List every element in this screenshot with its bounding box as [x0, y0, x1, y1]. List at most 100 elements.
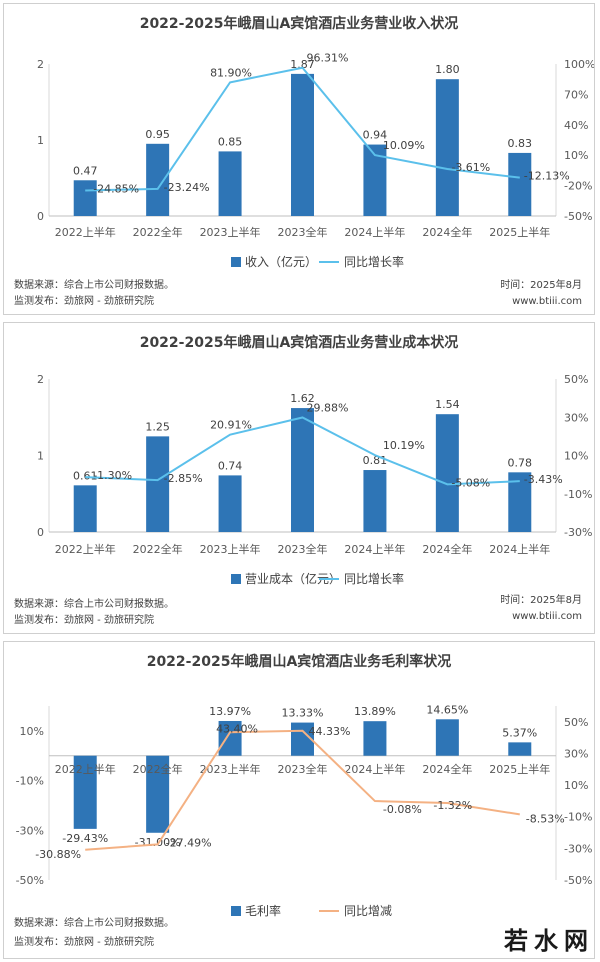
cost-chart-panel: 2022-2025年峨眉山A宾馆酒店业务营业成本状况 0 1 2 -30% -10% 10%… [3, 322, 595, 634]
y-right-tick-label: 30% [564, 747, 588, 760]
y-right-tick-label: -20% [564, 180, 592, 193]
y-left-tick-label: 10% [20, 725, 44, 738]
y-left-tick-label: -50% [16, 874, 44, 887]
line-data-label: -12.13% [524, 170, 570, 183]
legend-line-label: 同比增长率 [344, 254, 404, 269]
bar-data-label: 13.97% [209, 705, 251, 718]
bar [73, 180, 97, 216]
line-data-label: 96.31% [307, 52, 349, 65]
publisher-note: 监测发布：劲旅网 - 劲旅研究院 [14, 935, 154, 948]
bar [218, 720, 242, 756]
chart-title: 2022-2025年峨眉山A宾馆酒店业务毛利率状况 [147, 653, 452, 670]
line-series [85, 729, 520, 851]
chart-title: 2022-2025年峨眉山A宾馆酒店业务营业收入状况 [140, 15, 459, 32]
x-tick-label: 2024上半年 [344, 762, 405, 776]
legend-bar-label: 毛利率 [245, 903, 281, 918]
bar [146, 436, 170, 532]
site-note: www.btiii.com [512, 296, 582, 307]
source-note: 数据来源：综合上市公司财报数据。 [14, 597, 174, 610]
bar-data-label: 14.65% [426, 703, 468, 716]
line-data-label: 43.40% [216, 722, 258, 735]
bar [508, 152, 532, 216]
bar [363, 470, 387, 532]
bar-data-label: 13.89% [354, 705, 396, 718]
publisher-note: 监测发布：劲旅网 - 劲旅研究院 [14, 294, 154, 307]
source-note: 数据来源：综合上市公司财报数据。 [14, 916, 174, 929]
x-tick-label: 2023上半年 [200, 542, 261, 556]
bar [435, 719, 459, 756]
legend-bar-label: 收入（亿元） [245, 254, 317, 269]
legend-line-label: 同比增减 [344, 904, 392, 918]
line-data-label: -5.08% [451, 476, 490, 489]
x-tick-label: 2022全年 [133, 762, 183, 776]
line-data-label: 10.09% [383, 139, 425, 152]
bar [146, 755, 170, 833]
line-data-label: 29.88% [307, 401, 349, 414]
site-note: www.btiii.com [512, 611, 582, 622]
y-left-tick-label: 2 [37, 373, 44, 386]
x-tick-label: 2022上半年 [55, 542, 116, 556]
x-tick-label: 2022上半年 [55, 762, 116, 776]
x-tick-label: 2024上半年 [344, 542, 405, 556]
legend-bar-swatch [231, 574, 241, 584]
legend-bar-swatch [231, 257, 241, 267]
line-data-label: 81.90% [210, 66, 252, 79]
line-data-label: 10.19% [383, 439, 425, 452]
bar-data-label: 0.83 [508, 137, 533, 150]
y-left-tick-label: 0 [37, 210, 44, 223]
y-right-tick-label: 50% [564, 716, 588, 729]
bar-data-label: 1.25 [145, 420, 170, 433]
y-right-tick-label: 30% [564, 411, 588, 424]
bar-data-label: 1.62 [290, 392, 315, 405]
x-tick-label: 2025上半年 [489, 762, 550, 776]
y-left-tick-label: 1 [37, 134, 44, 147]
y-right-tick-label: -50% [564, 874, 592, 887]
y-right-tick-label: -30% [564, 526, 592, 539]
bar [508, 742, 532, 756]
line-series [85, 66, 520, 192]
legend-line-label: 同比增长率 [344, 571, 404, 586]
bar [73, 755, 97, 829]
bar [508, 472, 532, 532]
revenue-chart: 2022-2025年峨眉山A宾馆酒店业务营业收入状况 0 1 2 -50% -20% 10%… [14, 15, 594, 307]
y-left-tick-label: 2 [37, 58, 44, 71]
y-right-tick-label: 100% [564, 58, 594, 71]
x-tick-label: 2024上半年 [344, 225, 405, 239]
y-right-tick-label: 10% [564, 779, 588, 792]
line-data-label: -2.85% [164, 472, 203, 485]
bar [291, 73, 314, 216]
margin-chart: 2022-2025年峨眉山A宾馆酒店业务毛利率状况 -50% -30% -10% 10%… [14, 653, 592, 948]
bar [435, 414, 459, 532]
cost-chart: 2022-2025年峨眉山A宾馆酒店业务营业成本状况 0 1 2 -30% -10% 10%… [14, 334, 592, 626]
x-tick-label: 2024全年 [422, 542, 472, 556]
y-right-tick-label: -30% [564, 842, 592, 855]
bar [363, 721, 387, 756]
bar-data-label: -29.43% [62, 832, 108, 845]
x-tick-label: 2023上半年 [200, 225, 261, 239]
y-right-tick-label: -50% [564, 210, 592, 223]
bar [73, 485, 97, 532]
time-note: 时间：2025年8月 [500, 593, 582, 606]
y-left-tick-label: 0 [37, 526, 44, 539]
margin-chart-panel: 2022-2025年峨眉山A宾馆酒店业务毛利率状况 -50% -30% -10% 10%… [3, 641, 595, 959]
line-data-label: -0.08% [383, 803, 422, 816]
line-data-label: -23.24% [164, 181, 210, 194]
y-right-tick-label: 10% [564, 149, 588, 162]
bar-data-label: 1.87 [290, 58, 315, 71]
y-left-tick-label: -10% [16, 775, 44, 788]
x-tick-label: 2024上半年 [489, 542, 550, 556]
revenue-chart-panel: 2022-2025年峨眉山A宾馆酒店业务营业收入状况 0 1 2 -50% -20% 10%… [3, 3, 595, 315]
y-right-tick-label: 10% [564, 450, 588, 463]
source-note: 数据来源：综合上市公司财报数据。 [14, 278, 174, 291]
bar-data-label: 0.74 [218, 459, 243, 472]
bar-data-label: 0.85 [218, 135, 243, 148]
bar-data-label: 1.80 [435, 63, 460, 76]
bar [218, 151, 242, 216]
x-tick-label: 2024全年 [422, 225, 472, 239]
bar [363, 144, 387, 216]
bar-data-label: 0.61 [73, 469, 98, 482]
line-data-label: -24.85% [93, 183, 139, 196]
bar [146, 143, 170, 216]
x-tick-label: 2022全年 [133, 225, 183, 239]
y-right-tick-label: 40% [564, 119, 588, 132]
